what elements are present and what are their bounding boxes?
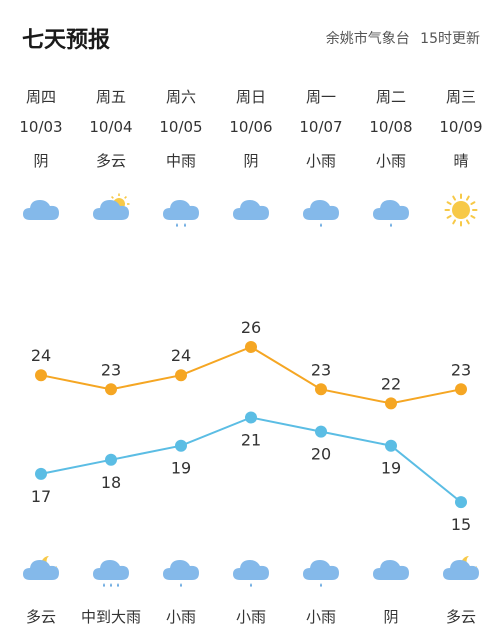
high-temp-label: 24	[171, 346, 191, 365]
rain-heavy-icon	[76, 550, 146, 590]
cloud-icon	[23, 200, 59, 220]
day-icon-row	[6, 190, 496, 230]
rain-heavy-icon	[93, 560, 129, 587]
cloud-icon	[356, 550, 426, 590]
date-row: 10/03 10/04 10/05 10/06 10/07 10/08 10/0…	[6, 118, 496, 136]
date-label: 10/03	[19, 118, 63, 136]
date-label: 10/07	[299, 118, 343, 136]
low-temp-point	[315, 425, 327, 438]
rain-light-icon	[233, 560, 269, 587]
weekday-label: 周一	[305, 88, 336, 106]
low-temp-point	[35, 467, 47, 480]
night-condition: 多云	[445, 608, 476, 626]
cloud-moon-icon	[23, 556, 59, 580]
night-condition: 中到大雨	[80, 608, 141, 626]
cloud-icon	[233, 200, 269, 220]
weekday-label: 周六	[165, 88, 196, 106]
weekday-label: 周日	[235, 88, 266, 106]
cloud-sun-icon	[76, 190, 146, 230]
night-condition: 小雨	[305, 608, 336, 626]
rain-light-icon	[163, 560, 199, 587]
high-temp-label: 24	[31, 346, 51, 365]
cloud-icon	[216, 190, 286, 230]
sun-icon	[444, 193, 478, 227]
weekday-label: 周二	[375, 88, 406, 106]
cloud-sun-icon	[93, 193, 130, 220]
date-label: 10/08	[369, 118, 413, 136]
day-condition: 阴	[243, 152, 259, 170]
page-title: 七天预报	[22, 28, 111, 53]
day-condition: 小雨	[305, 152, 336, 170]
day-condition: 晴	[453, 152, 469, 170]
rain-light-icon	[356, 190, 426, 230]
rain-light-icon	[286, 190, 356, 230]
low-temp-label: 19	[171, 459, 191, 478]
night-condition: 小雨	[165, 608, 196, 626]
rain-light-icon	[303, 200, 339, 227]
day-condition: 小雨	[375, 152, 406, 170]
night-condition: 小雨	[235, 608, 266, 626]
date-label: 10/06	[229, 118, 273, 136]
high-temp-point	[105, 383, 117, 396]
low-temp-label: 19	[381, 459, 401, 478]
high-temp-label: 23	[101, 360, 121, 379]
night-condition: 多云	[25, 608, 56, 626]
low-temp-label: 17	[31, 487, 51, 506]
low-temp-label: 21	[241, 431, 261, 450]
rain-moderate-icon	[163, 200, 199, 227]
rain-moderate-icon	[146, 190, 216, 230]
day-condition: 阴	[33, 152, 49, 170]
date-label: 10/04	[89, 118, 133, 136]
low-temp-label: 15	[451, 515, 471, 534]
day-condition: 中雨	[165, 152, 196, 170]
high-temp-point	[175, 369, 187, 382]
sun-icon	[426, 190, 496, 230]
night-condition-row: 多云 中到大雨 小雨 小雨 小雨 阴 多云	[6, 606, 496, 627]
date-label: 10/05	[159, 118, 203, 136]
low-temp-point	[245, 411, 257, 424]
high-temp-point	[385, 397, 397, 410]
rain-light-icon	[303, 560, 339, 587]
update-time: 15时更新	[420, 31, 480, 47]
day-condition: 多云	[95, 152, 126, 170]
low-temp-label: 20	[311, 445, 331, 464]
high-temp-label: 22	[381, 374, 401, 393]
high-temp-point	[245, 341, 257, 353]
rain-light-icon	[373, 200, 409, 227]
cloud-moon-icon	[426, 550, 496, 590]
low-temp-point	[385, 439, 397, 452]
rain-light-icon	[146, 550, 216, 590]
high-temp-label: 23	[451, 360, 471, 379]
high-temp-label: 26	[241, 318, 261, 337]
weekday-row: 周四 周五 周六 周日 周一 周二 周三	[6, 86, 496, 107]
weekday-label: 周三	[445, 88, 476, 106]
station-name: 余姚市气象台	[325, 31, 410, 47]
low-temp-point	[105, 453, 117, 466]
cloud-moon-icon	[6, 550, 76, 590]
high-temp-point	[35, 369, 47, 382]
forecast-source: 余姚市气象台 15时更新	[320, 28, 480, 48]
rain-light-icon	[216, 550, 286, 590]
night-condition: 阴	[383, 608, 399, 626]
high-temp-point	[315, 383, 327, 396]
date-label: 10/09	[439, 118, 483, 136]
night-icon-row	[6, 550, 496, 590]
cloud-icon	[6, 190, 76, 230]
weekday-label: 周五	[95, 88, 126, 106]
cloud-icon	[373, 560, 409, 580]
temperature-chart: 24 23 24 26 23 22 23 17 18 19 21 20 19 15	[31, 318, 471, 534]
rain-light-icon	[286, 550, 356, 590]
low-temp-point	[175, 439, 187, 452]
weekday-label: 周四	[25, 88, 56, 106]
low-temp-point	[455, 496, 467, 509]
low-temp-label: 18	[101, 473, 121, 492]
high-temp-label: 23	[311, 360, 331, 379]
cloud-moon-icon	[443, 556, 479, 580]
high-temp-point	[455, 383, 467, 396]
day-condition-row: 阴 多云 中雨 阴 小雨 小雨 晴	[6, 150, 496, 171]
